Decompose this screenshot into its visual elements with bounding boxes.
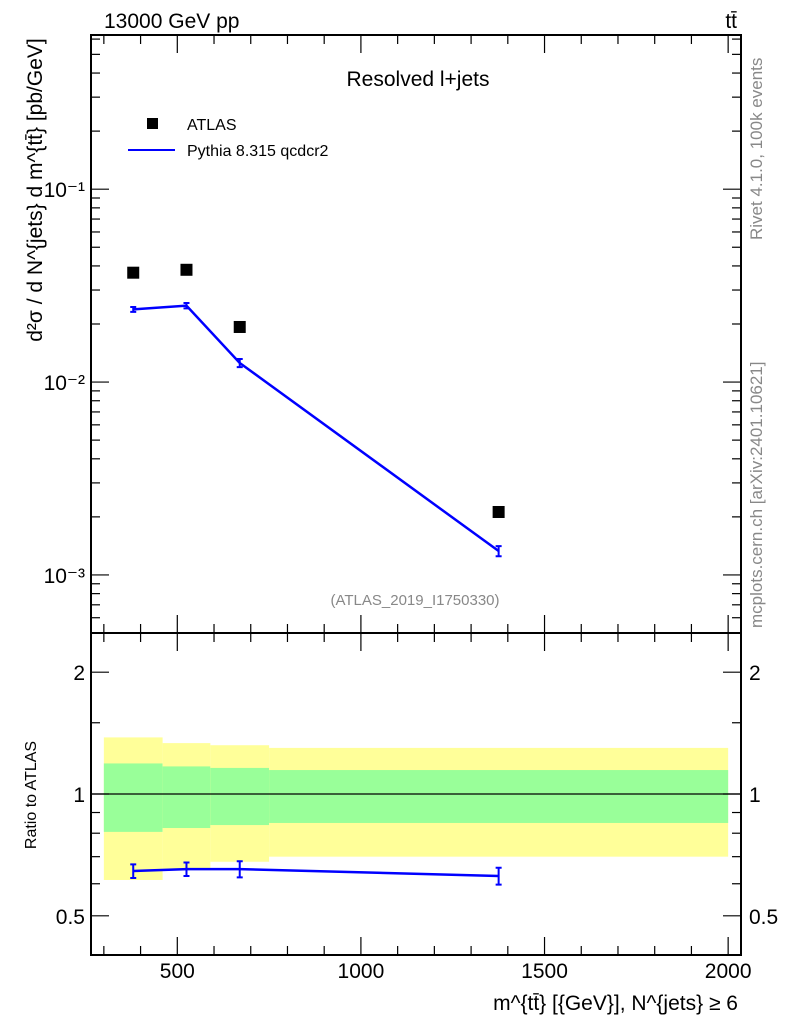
legend: ATLAS Pythia 8.315 qcdcr2: [128, 117, 329, 160]
band-inner: [210, 767, 270, 826]
x-tick-label: 1500: [521, 960, 568, 983]
header-right: tt̄: [725, 10, 737, 33]
y-tick-label: 10⁻²: [44, 372, 85, 395]
atlas-point: [127, 266, 140, 279]
mcplots-label: mcplots.cern.ch [arXiv:2401.10621]: [747, 362, 766, 628]
mc-errorbar: [183, 301, 190, 310]
band-inner: [269, 770, 729, 823]
atlas-point: [233, 320, 246, 333]
x-axis-label: m^{tt̄} [{GeV}], N^{jets} ≥ 6: [493, 992, 738, 1015]
ratio-ylabel: Ratio to ATLAS: [23, 741, 40, 849]
legend-atlas-label: ATLAS: [187, 117, 237, 134]
ratio-y-tick-label: 0.5: [56, 906, 85, 929]
ratio-y-tick-label: 2: [73, 662, 85, 685]
rivet-label: Rivet 4.1.0, 100k events: [747, 58, 766, 240]
x-tick-label: 2000: [705, 960, 752, 983]
header-left: 13000 GeV pp: [104, 10, 239, 33]
ratio-mc-errorbar: [130, 863, 137, 879]
mc-line: [133, 304, 500, 553]
ratio-mc-errorbar: [495, 866, 502, 886]
ratio-y-tick-label-right: 0.5: [749, 906, 778, 929]
mc-errorbar: [236, 358, 243, 369]
ratio-y-tick-label-right: 1: [749, 784, 761, 807]
atlas-point: [492, 505, 505, 518]
plot-title: Resolved l+jets: [347, 68, 490, 91]
main-ylabel: d²σ / d N^{jets} d m^{tt̄} [pb/GeV]: [24, 38, 47, 342]
ratio-mc-line: [133, 867, 499, 878]
band-inner: [103, 763, 163, 832]
ratio-frame: [90, 632, 742, 956]
y-tick-label: 10⁻³: [44, 565, 85, 588]
legend-mc-label: Pythia 8.315 qcdcr2: [187, 143, 329, 160]
analysis-id: (ATLAS_2019_I1750330): [330, 592, 499, 609]
ratio-y-tick-label: 1: [73, 784, 85, 807]
ratio-y-tick-label-right: 2: [749, 662, 761, 685]
ratio-mc-errorbar: [183, 861, 190, 878]
mc-errorbar: [130, 305, 137, 313]
ratio-mc-errorbar: [236, 860, 243, 879]
legend-atlas-marker: [147, 118, 158, 129]
y-tick-label: 10⁻¹: [44, 179, 85, 202]
band-inner: [162, 766, 211, 829]
x-tick-label: 500: [160, 960, 195, 983]
mc-errorbar: [495, 545, 502, 558]
atlas-point: [180, 263, 193, 276]
x-tick-label: 1000: [338, 960, 385, 983]
